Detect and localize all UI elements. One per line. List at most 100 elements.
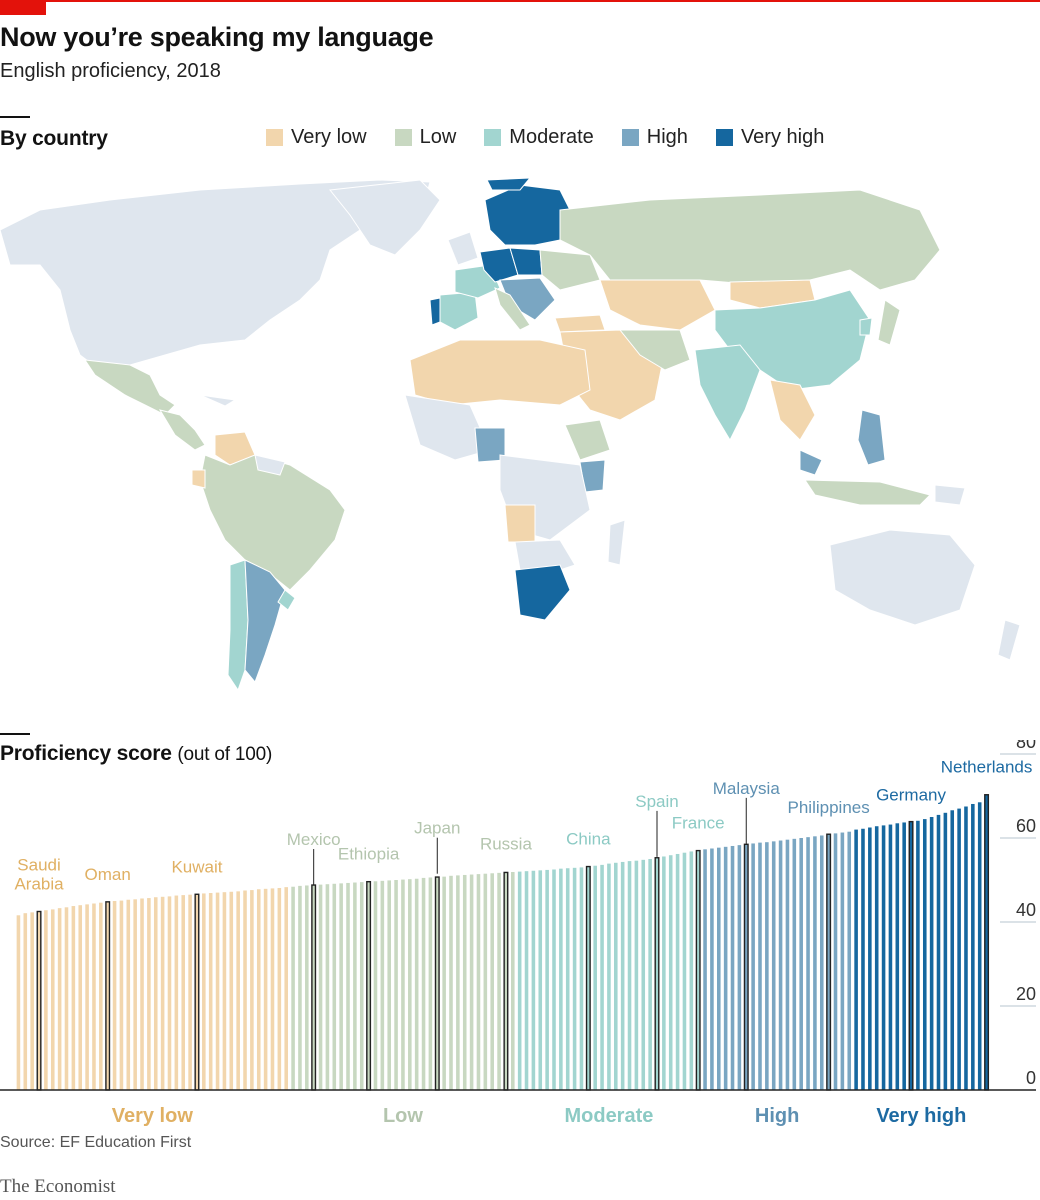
bar <box>620 861 625 1090</box>
country-label: Arabia <box>14 875 64 894</box>
bar <box>64 907 69 1090</box>
bar <box>675 853 680 1090</box>
bar <box>916 820 920 1090</box>
bar <box>243 890 247 1090</box>
legend-label: Very low <box>291 126 367 148</box>
bar <box>922 819 927 1090</box>
bar <box>401 879 405 1090</box>
legend-label: High <box>646 126 688 148</box>
bar <box>634 860 639 1090</box>
bar <box>380 880 385 1090</box>
bar <box>174 895 179 1090</box>
legend-swatch <box>715 129 733 146</box>
country-label: Russia <box>480 835 533 854</box>
region-japan <box>877 299 901 346</box>
bar-highlighted <box>654 857 660 1091</box>
bar <box>119 900 124 1090</box>
bar <box>112 901 117 1090</box>
bar <box>236 891 240 1090</box>
bar <box>792 838 797 1090</box>
region-ethiopia <box>564 419 611 461</box>
chart-heading-title: Proficiency score <box>0 742 172 765</box>
region-north-america <box>0 179 431 371</box>
bar <box>462 874 467 1090</box>
bar <box>421 877 426 1090</box>
bar-highlighted <box>984 794 990 1091</box>
bar <box>449 875 453 1090</box>
group-label: High <box>755 1105 799 1127</box>
bar <box>682 852 687 1090</box>
bar <box>256 889 261 1090</box>
bar <box>730 845 735 1090</box>
region-iran <box>618 329 691 371</box>
bar <box>840 832 845 1090</box>
bar <box>428 877 433 1090</box>
region-uruguay <box>277 589 296 611</box>
bar <box>737 845 742 1090</box>
region-germany <box>479 247 519 283</box>
bar <box>538 870 543 1090</box>
bar <box>126 899 131 1090</box>
bar <box>222 892 227 1090</box>
bar <box>950 810 955 1090</box>
bar <box>964 806 968 1090</box>
chart-heading: Proficiency score (out of 100) <box>0 742 272 766</box>
bar-highlighted <box>585 865 591 1091</box>
bar <box>318 884 323 1090</box>
bar <box>497 872 501 1090</box>
legend-item-very-low: Very low <box>266 126 367 149</box>
bar <box>579 867 584 1090</box>
economist-red-tag <box>0 0 46 15</box>
bar <box>147 898 151 1090</box>
bar <box>565 868 570 1090</box>
y-tick-label: 40 <box>1016 900 1036 920</box>
bar <box>902 822 906 1090</box>
bar-highlighted <box>503 871 509 1091</box>
legend-item-high: High <box>621 126 688 149</box>
region-south-africa <box>514 564 571 621</box>
bar <box>559 868 563 1090</box>
bar <box>332 883 337 1090</box>
legend-label: Moderate <box>509 126 594 148</box>
bar-highlighted <box>366 880 372 1091</box>
bar <box>723 846 728 1090</box>
region-malaysia <box>799 449 823 476</box>
legend: Very low Low Moderate High Very high <box>266 126 824 149</box>
bar <box>353 882 357 1090</box>
chart-title: Now you’re speaking my language <box>0 22 434 52</box>
bar <box>16 915 21 1090</box>
bar <box>188 894 192 1090</box>
bar <box>208 893 213 1090</box>
region-new-zealand <box>997 619 1021 661</box>
country-label: Malaysia <box>713 779 781 798</box>
bar <box>57 908 62 1090</box>
bar <box>778 840 783 1090</box>
bar <box>78 905 83 1090</box>
top-rule <box>0 0 1040 2</box>
bar-highlighted <box>36 910 42 1091</box>
bar <box>92 903 96 1090</box>
country-label: Philippines <box>788 798 870 817</box>
bar <box>229 891 234 1090</box>
bar <box>517 871 522 1090</box>
bar <box>305 885 309 1090</box>
bar <box>359 882 364 1090</box>
bar <box>545 869 549 1090</box>
region-central-america <box>158 409 206 451</box>
bar <box>263 888 268 1090</box>
bar <box>346 882 350 1090</box>
group-label: Very high <box>876 1105 966 1127</box>
bar <box>250 890 254 1090</box>
bar <box>943 812 948 1090</box>
bar <box>291 886 295 1090</box>
bar-highlighted <box>311 884 317 1091</box>
country-label: Germany <box>876 785 946 804</box>
bar <box>668 855 673 1090</box>
country-label: Saudi <box>17 856 60 875</box>
bar <box>414 878 419 1090</box>
y-tick-label: 0 <box>1026 1068 1036 1088</box>
bar <box>476 874 481 1090</box>
bar <box>99 902 103 1090</box>
region-turkey <box>554 314 606 333</box>
region-south-america <box>199 454 346 591</box>
